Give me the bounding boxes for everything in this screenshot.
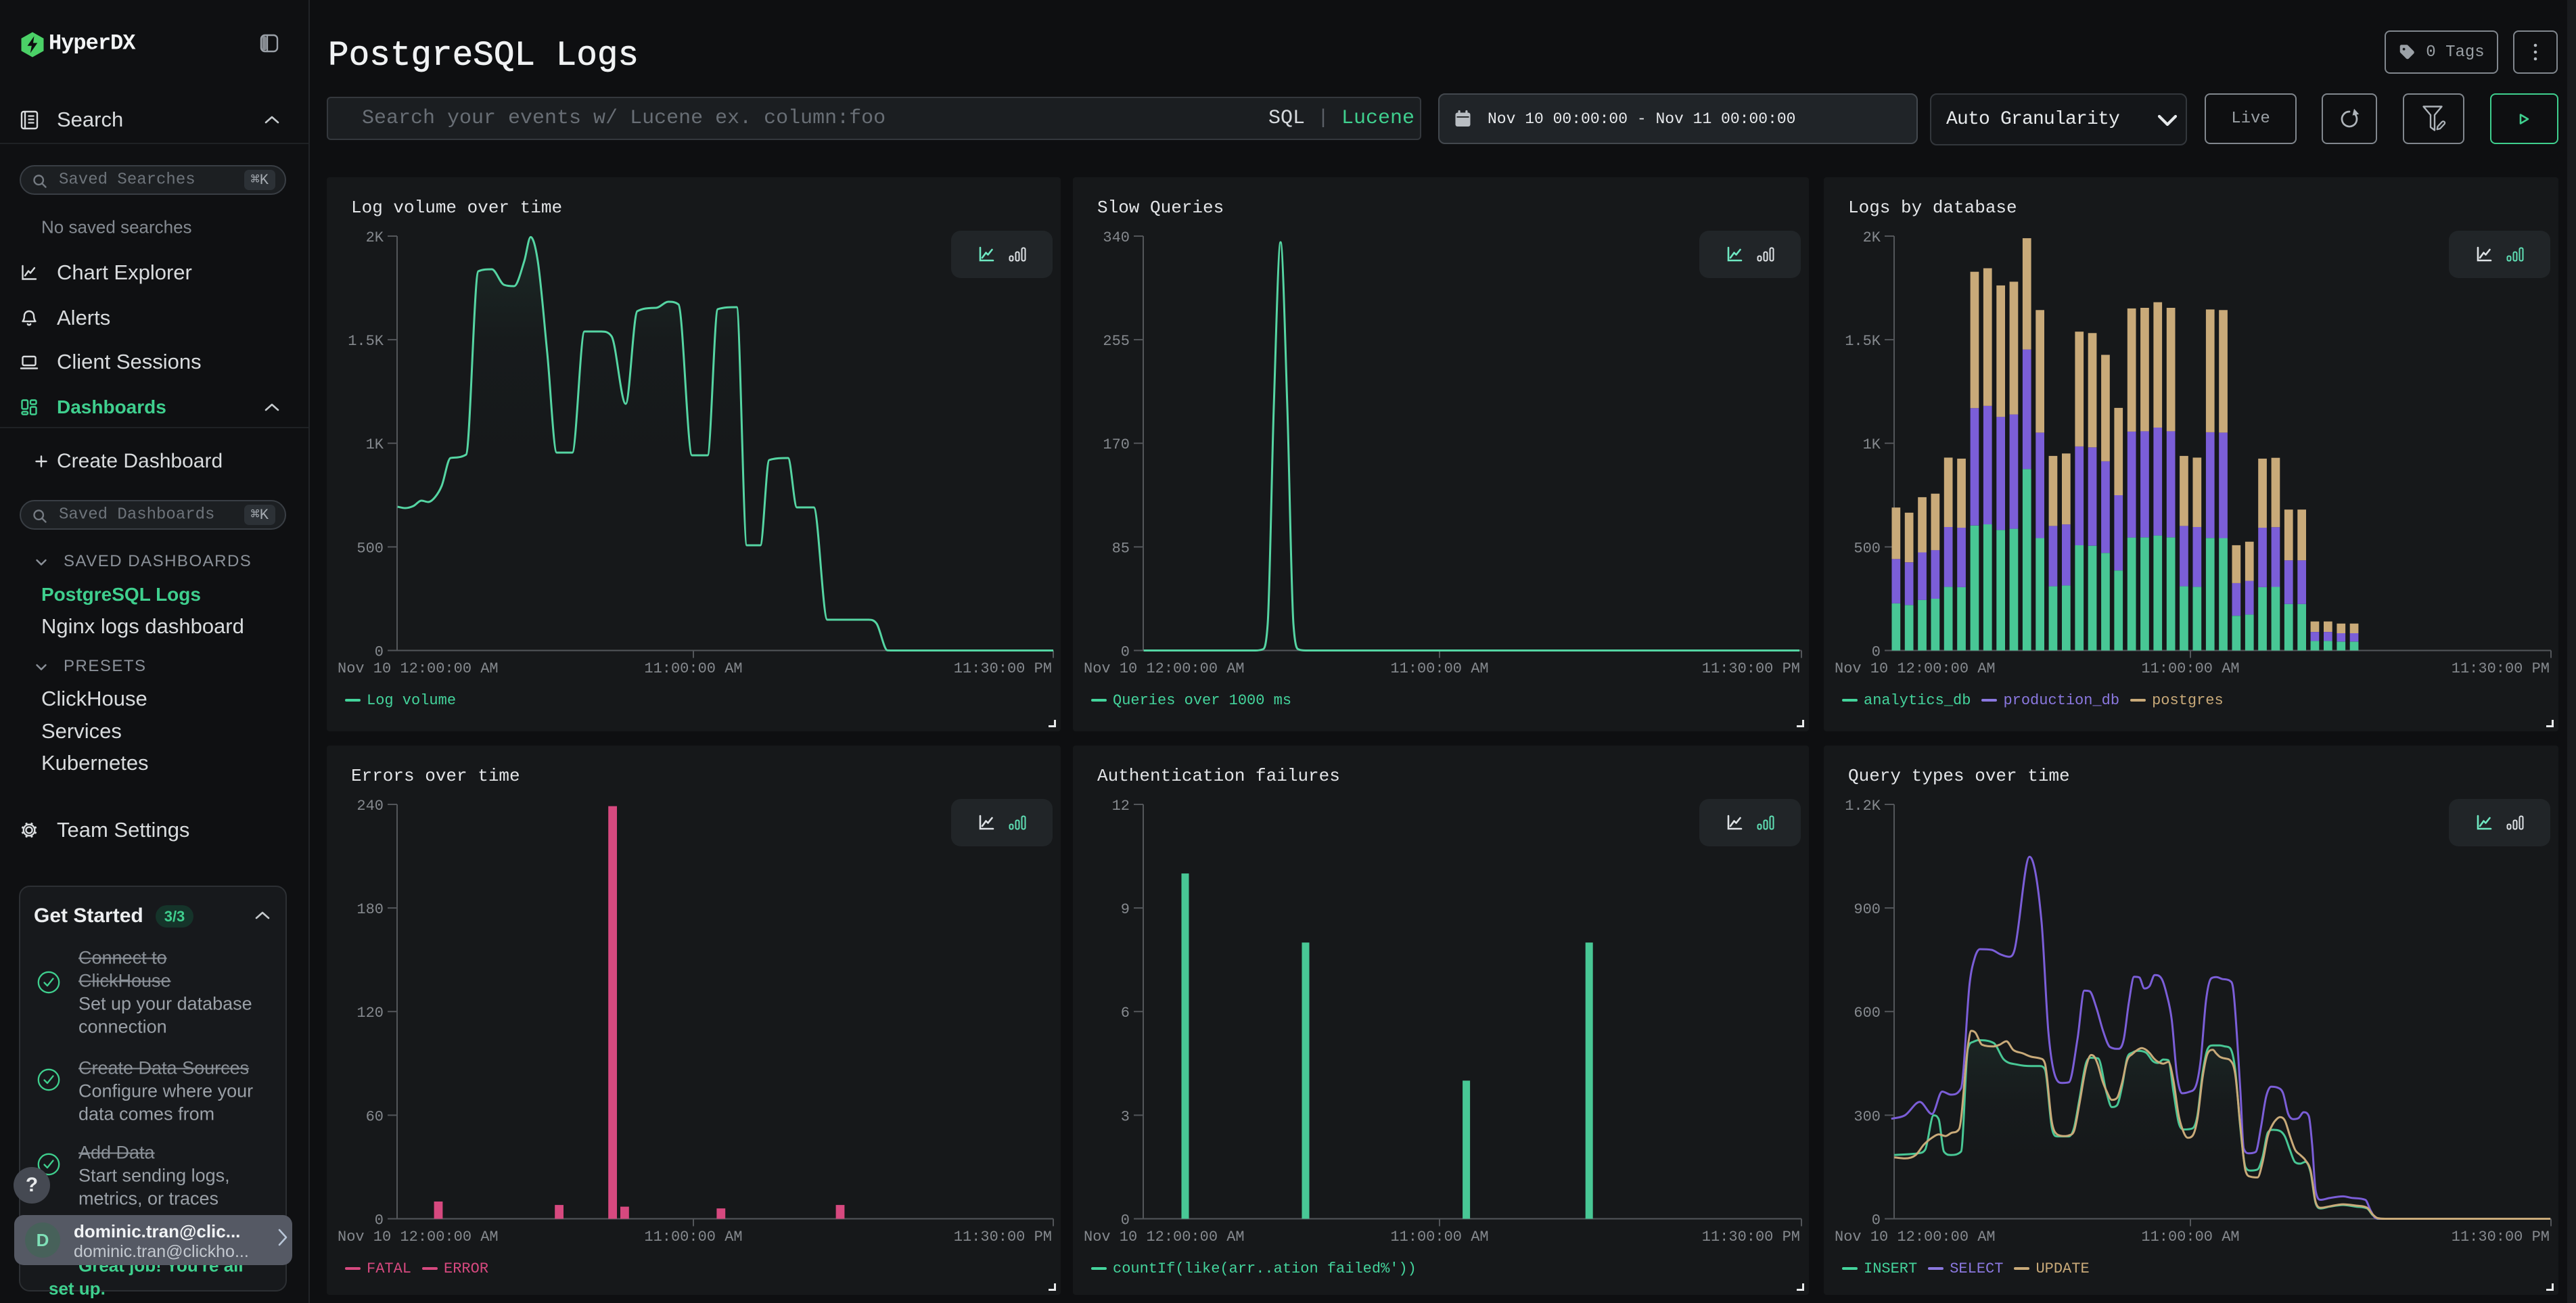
svg-text:11:30:00 PM: 11:30:00 PM (954, 660, 1052, 677)
svg-text:600: 600 (1854, 1005, 1881, 1022)
svg-text:0: 0 (1121, 1212, 1130, 1229)
svg-text:11:00:00 AM: 11:00:00 AM (644, 660, 742, 677)
svg-text:300: 300 (1854, 1108, 1881, 1125)
svg-text:1K: 1K (1863, 436, 1881, 453)
svg-text:12: 12 (1112, 798, 1130, 815)
svg-text:1.5K: 1.5K (348, 333, 384, 350)
svg-text:2K: 2K (1863, 229, 1881, 246)
svg-text:0: 0 (1121, 644, 1130, 661)
svg-text:340: 340 (1103, 229, 1130, 246)
svg-text:11:30:00 PM: 11:30:00 PM (2452, 660, 2550, 677)
svg-text:2K: 2K (366, 229, 384, 246)
svg-text:240: 240 (356, 798, 384, 815)
svg-text:11:00:00 AM: 11:00:00 AM (644, 1229, 742, 1245)
svg-text:9: 9 (1121, 901, 1130, 918)
svg-text:500: 500 (1854, 540, 1881, 557)
svg-text:60: 60 (366, 1108, 384, 1125)
svg-text:0: 0 (1872, 644, 1881, 661)
svg-text:11:30:00 PM: 11:30:00 PM (954, 1229, 1052, 1245)
svg-text:Nov 10 12:00:00 AM: Nov 10 12:00:00 AM (338, 660, 499, 677)
svg-text:11:30:00 PM: 11:30:00 PM (1702, 660, 1800, 677)
svg-text:1.2K: 1.2K (1845, 798, 1881, 815)
svg-text:Nov 10 12:00:00 AM: Nov 10 12:00:00 AM (1835, 1229, 1996, 1245)
svg-text:0: 0 (375, 644, 384, 661)
svg-text:11:00:00 AM: 11:00:00 AM (1390, 660, 1488, 677)
svg-text:900: 900 (1854, 901, 1881, 918)
svg-text:Nov 10 12:00:00 AM: Nov 10 12:00:00 AM (1084, 660, 1245, 677)
svg-text:3: 3 (1121, 1108, 1130, 1125)
svg-text:180: 180 (356, 901, 384, 918)
svg-text:6: 6 (1121, 1005, 1130, 1022)
svg-text:500: 500 (356, 540, 384, 557)
svg-text:Nov 10 12:00:00 AM: Nov 10 12:00:00 AM (338, 1229, 499, 1245)
svg-text:255: 255 (1103, 333, 1130, 350)
svg-text:11:00:00 AM: 11:00:00 AM (2141, 1229, 2239, 1245)
svg-text:Nov 10 12:00:00 AM: Nov 10 12:00:00 AM (1835, 660, 1996, 677)
svg-text:170: 170 (1103, 436, 1130, 453)
svg-text:11:30:00 PM: 11:30:00 PM (2452, 1229, 2550, 1245)
svg-text:11:30:00 PM: 11:30:00 PM (1702, 1229, 1800, 1245)
svg-text:0: 0 (1872, 1212, 1881, 1229)
svg-text:120: 120 (356, 1005, 384, 1022)
svg-text:1K: 1K (366, 436, 384, 453)
svg-text:1.5K: 1.5K (1845, 333, 1881, 350)
svg-text:11:00:00 AM: 11:00:00 AM (1390, 1229, 1488, 1245)
svg-text:11:00:00 AM: 11:00:00 AM (2141, 660, 2239, 677)
svg-text:85: 85 (1112, 540, 1130, 557)
svg-text:0: 0 (375, 1212, 384, 1229)
svg-text:Nov 10 12:00:00 AM: Nov 10 12:00:00 AM (1084, 1229, 1245, 1245)
